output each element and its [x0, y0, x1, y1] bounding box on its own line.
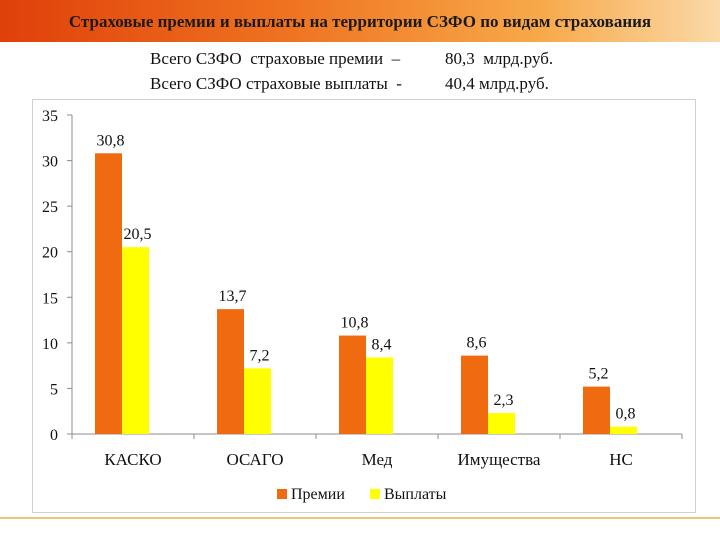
y-tick-label: 10	[42, 336, 58, 353]
category-label: Имущества	[458, 450, 541, 469]
legend-swatch	[370, 489, 380, 499]
bar-payouts	[610, 426, 637, 434]
bar-premiums	[583, 386, 610, 434]
totals-premiums-value: 80,3 млрд.руб.	[445, 49, 554, 68]
totals-payouts-value: 40,4 млрд.руб.	[445, 74, 549, 93]
y-tick-label: 35	[42, 108, 58, 125]
y-tick-label: 20	[42, 245, 58, 262]
data-label: 5,2	[589, 366, 609, 383]
bar-premiums	[339, 335, 366, 434]
legend-label: Выплаты	[384, 486, 447, 503]
chart-bars	[95, 153, 637, 434]
chart-axes: 0 5 10 15 20 25 30 35	[42, 108, 683, 444]
totals-payouts-label: Всего СЗФО страховые выплаты -	[150, 74, 402, 93]
chart-labels: 30,8 20,5 КАСКО 13,7 7,2 ОСАГО 10,88,4 Мед 8,6 2,…	[97, 132, 636, 469]
category-label: КАСКО	[104, 450, 161, 469]
data-label: 20,5	[124, 226, 152, 243]
data-label: 13,7	[219, 288, 247, 305]
data-label: 2,3	[494, 392, 514, 409]
bar-premiums	[95, 153, 122, 434]
footer-divider	[0, 517, 720, 519]
y-tick-label: 25	[42, 199, 58, 216]
category-label: НС	[609, 450, 633, 469]
totals-payouts: Всего СЗФО страховые выплаты - 40,4 млрд…	[150, 71, 553, 96]
page-title: Страховые премии и выплаты на территории…	[68, 12, 652, 31]
legend-label: Премии	[291, 486, 345, 503]
bar-premiums	[461, 355, 488, 434]
data-label: 8,6	[467, 335, 487, 352]
bar-premiums	[217, 309, 244, 434]
bar-payouts	[488, 413, 515, 434]
chart-legend: Премии Выплаты	[277, 486, 447, 503]
totals-premiums-label: Всего СЗФО страховые премии –	[150, 49, 401, 68]
y-tick-label: 30	[42, 154, 58, 171]
legend-swatch	[277, 489, 287, 499]
data-label: 8,4	[372, 336, 392, 353]
data-label: 7,2	[250, 347, 270, 364]
bar-payouts	[366, 357, 393, 434]
data-label: 30,8	[97, 132, 125, 149]
bar-payouts	[122, 247, 149, 434]
data-label: 0,8	[616, 406, 636, 423]
totals-block: Всего СЗФО страховые премии – 80,3 млрд.…	[150, 46, 553, 96]
header-band	[0, 0, 720, 42]
category-label: Мед	[362, 450, 393, 469]
y-tick-label: 0	[50, 427, 58, 444]
bar-payouts	[244, 368, 271, 434]
y-tick-label: 15	[42, 290, 58, 307]
data-label: 10,8	[341, 315, 369, 332]
totals-premiums: Всего СЗФО страховые премии – 80,3 млрд.…	[150, 46, 553, 71]
y-tick-label: 5	[50, 381, 58, 398]
category-label: ОСАГО	[227, 450, 284, 469]
